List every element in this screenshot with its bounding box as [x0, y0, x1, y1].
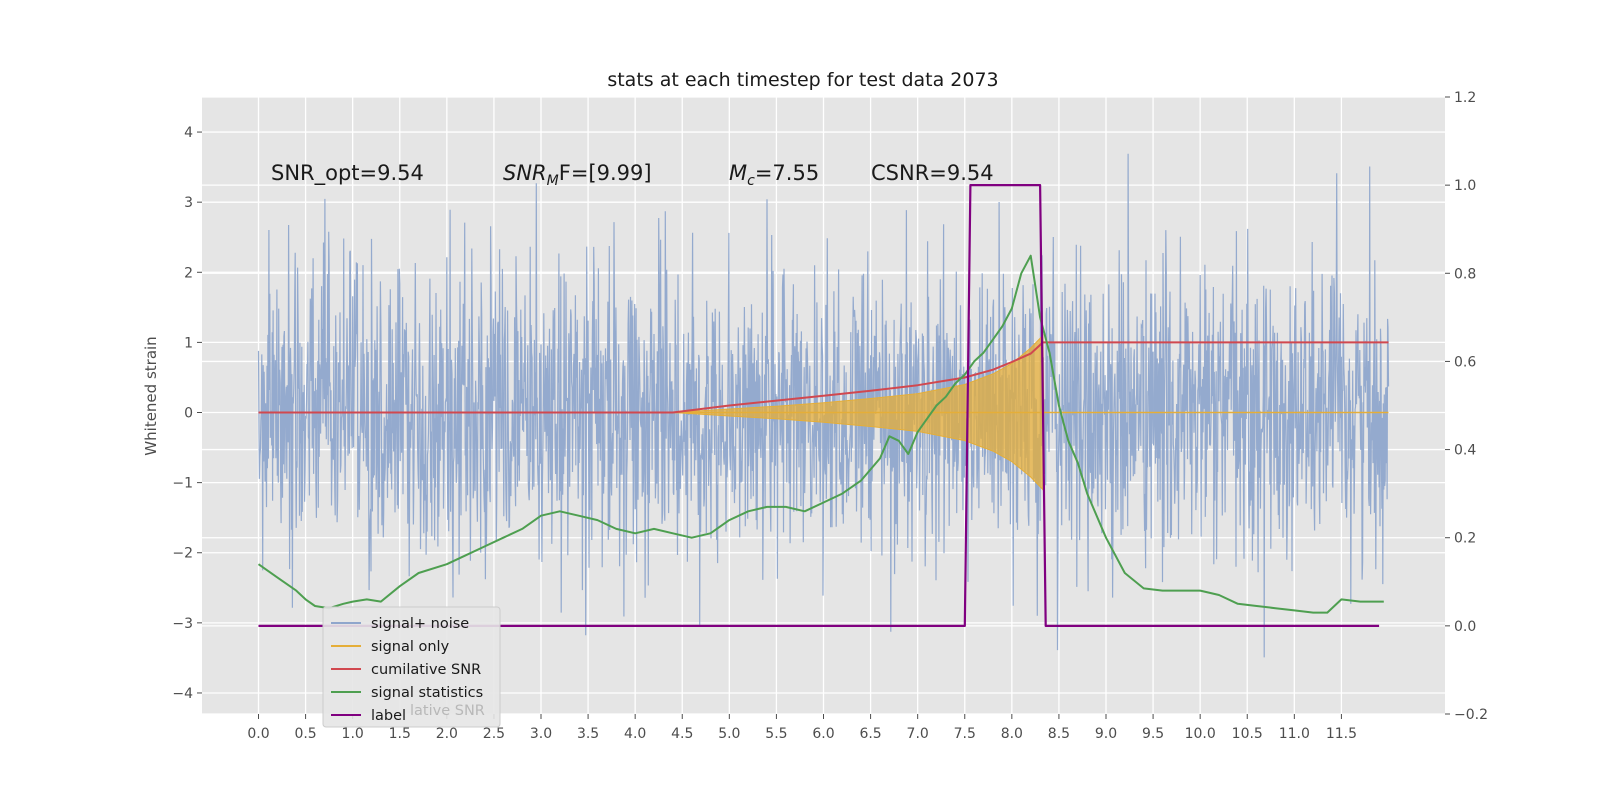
y2-tick-label: 0.8 — [1454, 266, 1476, 282]
x-tick-label: 4.0 — [624, 726, 646, 742]
x-tick-label: 2.5 — [483, 726, 505, 742]
x-tick-label: 9.5 — [1142, 726, 1164, 742]
x-tick-label: 5.0 — [718, 726, 740, 742]
y2-tick-label: 0.0 — [1454, 619, 1476, 635]
x-tick-label: 1.0 — [342, 726, 364, 742]
legend-ghost-text: lative SNR — [410, 703, 485, 719]
x-tick-label: 4.5 — [671, 726, 693, 742]
y-tick-label: 3 — [184, 195, 193, 211]
x-tick-label: 8.0 — [1001, 726, 1023, 742]
annotation-snr-opt: SNR_opt=9.54 — [271, 161, 424, 186]
x-tick-label: 11.5 — [1326, 726, 1357, 742]
legend-label: signal statistics — [371, 685, 483, 701]
x-tick-label: 3.0 — [530, 726, 552, 742]
x-tick-label: 11.0 — [1279, 726, 1310, 742]
line-series — [257, 184, 1389, 628]
legend-label: signal only — [371, 639, 450, 655]
x-tick-label: 6.0 — [812, 726, 834, 742]
x-tick-label: 2.0 — [436, 726, 458, 742]
x-tick-label: 7.0 — [907, 726, 929, 742]
x-tick-label: 7.5 — [954, 726, 976, 742]
snr-mf-rest: F=[9.99] — [559, 161, 652, 185]
y2-tick-label: 0.4 — [1454, 443, 1476, 459]
y-tick-label: −2 — [172, 546, 193, 562]
x-tick-label: 9.0 — [1095, 726, 1117, 742]
y-tick-label: 1 — [184, 335, 193, 351]
y2-tick-label: 0.6 — [1454, 354, 1476, 370]
legend-label: label — [371, 708, 406, 724]
annotation-csnr: CSNR=9.54 — [871, 161, 994, 185]
x-tick-label: 10.5 — [1232, 726, 1263, 742]
x-tick-label: 0.5 — [294, 726, 316, 742]
annotation-snr-mf: SNRMF=[9.99] — [503, 161, 652, 189]
x-tick-label: 1.5 — [389, 726, 411, 742]
y2-tick-label: 1.2 — [1454, 90, 1476, 106]
snr-mf-sub: M — [547, 173, 559, 189]
y2-tick-label: −0.2 — [1454, 707, 1488, 723]
legend-label: signal+ noise — [371, 616, 469, 632]
grid-lines — [202, 96, 1445, 715]
mc-main: M — [729, 161, 747, 185]
snr-mf-main: SNR — [503, 161, 547, 185]
x-tick-label: 0.0 — [247, 726, 269, 742]
y2-tick-label: 1.0 — [1454, 178, 1476, 194]
annotation-mc: Mc=7.55 — [729, 161, 819, 189]
x-tick-label: 8.5 — [1048, 726, 1070, 742]
x-tick-label: 3.5 — [577, 726, 599, 742]
legend-label: cumilative SNR — [371, 662, 481, 678]
y-tick-label: −4 — [172, 686, 193, 702]
mc-rest: =7.55 — [755, 161, 819, 185]
y-tick-label: 4 — [184, 125, 193, 141]
x-tick-label: 5.5 — [765, 726, 787, 742]
chart-title: stats at each timestep for test data 207… — [607, 69, 998, 91]
signal-statistics-line — [257, 254, 1384, 614]
y-tick-label: −3 — [172, 616, 193, 632]
mc-sub: c — [747, 173, 755, 189]
y-tick-label: 2 — [184, 265, 193, 281]
signal-noise-series — [257, 153, 1390, 658]
label-line — [258, 184, 1380, 628]
y2-tick-label: 0.2 — [1454, 531, 1476, 547]
axes: 0.0 0.5 1.0 1.5 2.0 2.5 3.0 3.5 4.0 4.5 5.0 5.5 6.0 6… — [172, 90, 1488, 742]
cumulative-snr-line — [258, 341, 1389, 414]
signal-noise-line — [257, 153, 1390, 658]
legend-box — [322, 606, 501, 728]
y-tick-label: 0 — [184, 406, 193, 422]
y-tick-label: −1 — [172, 476, 193, 492]
x-tick-label: 6.5 — [859, 726, 881, 742]
legend: lative SNR signal+ noise signal only cumila… — [322, 606, 501, 728]
x-tick-label: 10.0 — [1185, 726, 1216, 742]
y-axis-label: Whitened strain — [142, 336, 160, 455]
